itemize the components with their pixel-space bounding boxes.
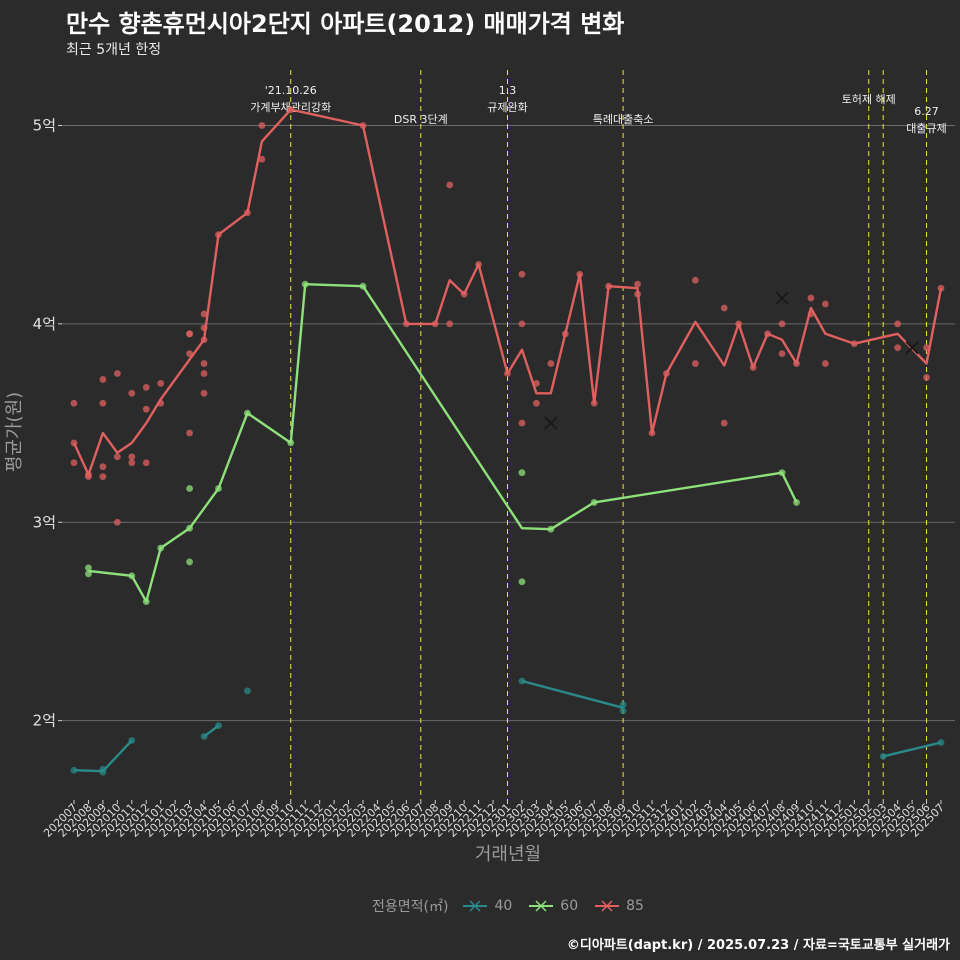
policy-label: 토허제 해제	[842, 92, 896, 106]
legend-item-60: 60	[528, 898, 578, 914]
data-point-85	[894, 320, 902, 328]
data-point-60	[518, 578, 526, 586]
data-point-85	[720, 419, 728, 427]
data-point-85	[720, 304, 728, 312]
data-point-85	[99, 473, 107, 481]
data-point-85	[113, 518, 121, 526]
legend-item-40: 40	[462, 898, 512, 914]
axis-layer: 2억3억4억5억20200720200820200920201020201120…	[33, 116, 947, 839]
cancelled-marker-85	[775, 291, 789, 305]
data-point-85	[128, 453, 136, 461]
grid-layer	[62, 124, 955, 722]
series-line-85	[72, 108, 943, 476]
legend: 전용면적(㎡) 40 60 85	[372, 895, 654, 917]
data-point-85	[142, 459, 150, 467]
data-point-85	[200, 389, 208, 397]
legend-label-85: 85	[626, 898, 644, 914]
series-line-40	[521, 679, 624, 709]
data-point-85	[200, 310, 208, 318]
data-point-85	[99, 399, 107, 407]
data-point-85	[113, 453, 121, 461]
cancelled-marker-85	[905, 341, 919, 355]
legend-title: 전용면적(㎡)	[372, 899, 449, 915]
data-point-85	[142, 405, 150, 413]
series-60	[85, 280, 800, 606]
data-point-85	[533, 399, 540, 407]
data-point-85	[85, 473, 92, 481]
data-point-85	[778, 320, 786, 328]
data-point-85	[70, 399, 78, 407]
data-point-85	[70, 459, 78, 467]
policy-label: 1.3 규제완화	[487, 84, 527, 114]
y-axis-label: 평균가(원)	[4, 392, 25, 472]
data-point-85	[547, 360, 555, 367]
data-point-85	[99, 376, 107, 383]
data-point-85	[258, 155, 266, 163]
data-point-85	[128, 389, 136, 397]
series-line-60	[88, 283, 798, 603]
data-point-85	[822, 300, 829, 308]
data-point-60	[186, 558, 194, 566]
data-point-85	[128, 459, 136, 467]
data-point-85	[113, 370, 121, 377]
data-point-85	[200, 370, 208, 377]
series-40	[70, 677, 945, 776]
chart-subtitle: 최근 5개년 한정	[66, 42, 162, 58]
data-point-85	[200, 360, 208, 367]
data-point-85	[518, 320, 526, 328]
data-point-60	[186, 485, 194, 492]
series-line-40	[73, 739, 133, 773]
legend-label-60: 60	[560, 898, 579, 914]
annotation-layer: '21.10.26가계부채관리강화DSR 3단계1.3규제완화특례대출축소토허제…	[250, 70, 947, 800]
series-85	[70, 106, 945, 526]
data-point-85	[446, 181, 454, 189]
data-point-85	[822, 360, 829, 367]
data-point-85	[186, 330, 194, 338]
legend-label-40: 40	[494, 898, 513, 914]
series-line-40	[882, 741, 942, 758]
series-layer	[70, 106, 945, 776]
data-point-60	[518, 469, 526, 477]
y-tick-label: 3억	[33, 513, 56, 531]
policy-label: 6.27 대출규제	[906, 105, 946, 135]
data-point-85	[807, 294, 815, 302]
data-point-40	[244, 687, 251, 695]
data-point-40	[937, 739, 945, 746]
data-point-85	[937, 284, 945, 292]
data-point-40	[619, 707, 627, 715]
data-point-85	[691, 276, 699, 284]
y-tick-label: 4억	[33, 315, 56, 333]
legend-swatch-40	[463, 900, 488, 912]
legend-item-85: 85	[594, 898, 644, 914]
data-point-85	[691, 360, 699, 367]
legend-swatch-85	[595, 900, 620, 912]
policy-label: DSR 3단계	[394, 113, 448, 126]
y-tick-label: 2억	[33, 712, 56, 730]
y-tick-label: 5억	[33, 116, 56, 134]
credit-text: ©디아파트(dapt.kr) / 2025.07.23 / 자료=국토교통부 실…	[566, 938, 950, 953]
legend-swatch-60	[529, 900, 554, 912]
data-point-60	[85, 564, 92, 572]
x-axis-label: 거래년월	[475, 844, 541, 865]
data-point-85	[923, 374, 930, 381]
data-point-85	[518, 419, 526, 427]
data-point-85	[634, 280, 641, 288]
data-point-85	[157, 379, 165, 387]
policy-label: 특례대출축소	[593, 113, 654, 126]
data-point-85	[258, 122, 266, 129]
data-point-85	[518, 270, 526, 278]
data-point-85	[446, 320, 454, 328]
series-line-40	[203, 724, 220, 738]
cancelled-marker-85	[544, 416, 558, 430]
data-point-85	[778, 350, 786, 358]
data-point-85	[894, 344, 902, 352]
chart-title: 만수 향촌휴먼시아2단지 아파트(2012) 매매가격 변화	[66, 10, 625, 38]
data-point-85	[142, 383, 150, 391]
data-point-85	[186, 429, 194, 437]
data-point-85	[99, 463, 107, 471]
